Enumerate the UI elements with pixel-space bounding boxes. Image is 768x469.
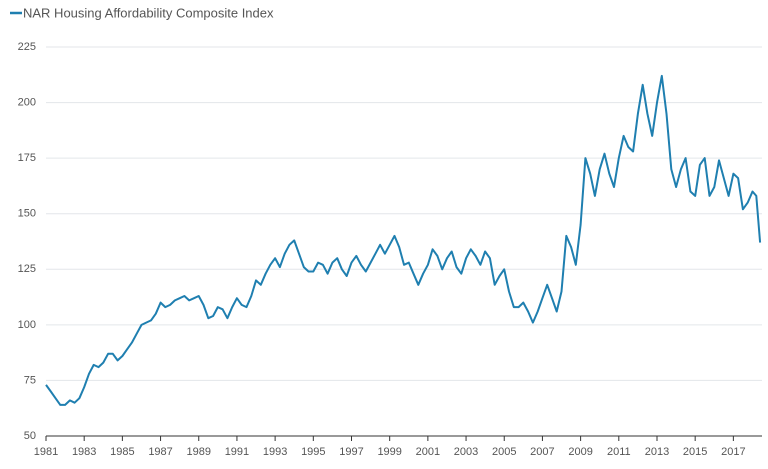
x-tick-label: 1999 [377,446,401,458]
x-tick-label: 1993 [263,446,287,458]
x-tick-label: 2011 [607,446,631,458]
x-tick-label: 2009 [568,446,592,458]
x-tick-label: 2007 [530,446,554,458]
y-tick-label: 50 [24,430,36,442]
y-tick-label: 200 [18,96,36,108]
y-tick-label: 125 [18,263,36,275]
x-tick-label: 1981 [34,446,58,458]
x-tick-label: 2001 [416,446,440,458]
x-tick-label: 1983 [72,446,96,458]
x-tick-label: 1987 [148,446,172,458]
x-tick-label: 1997 [339,446,363,458]
y-tick-label: 175 [18,152,36,164]
x-tick-label: 2017 [721,446,745,458]
x-tick-label: 1995 [301,446,325,458]
y-tick-label: 225 [18,41,36,53]
x-tick-label: 2015 [683,446,707,458]
x-tick-label: 2005 [492,446,516,458]
y-tick-label: 75 [24,374,36,386]
y-tick-label: 150 [18,208,36,220]
data-line [45,74,762,406]
legend-label: NAR Housing Affordability Composite Inde… [23,5,274,20]
x-tick-label: 2013 [645,446,669,458]
x-tick-label: 2003 [454,446,478,458]
x-tick-label: 1991 [225,446,249,458]
x-tick-label: 1989 [187,446,211,458]
x-tick-label: 1985 [110,446,134,458]
y-tick-label: 100 [18,319,36,331]
